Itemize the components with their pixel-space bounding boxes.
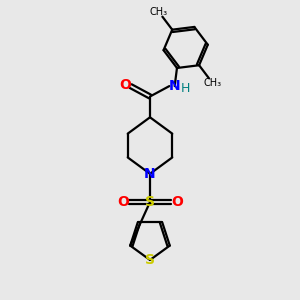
Text: H: H (181, 82, 190, 95)
Text: N: N (144, 167, 156, 181)
Text: O: O (117, 195, 129, 209)
Text: CH₃: CH₃ (204, 78, 222, 88)
Text: O: O (171, 195, 183, 209)
Text: O: O (119, 78, 131, 92)
Text: N: N (169, 79, 180, 93)
Text: S: S (145, 253, 155, 267)
Text: CH₃: CH₃ (149, 8, 167, 17)
Text: S: S (145, 195, 155, 209)
